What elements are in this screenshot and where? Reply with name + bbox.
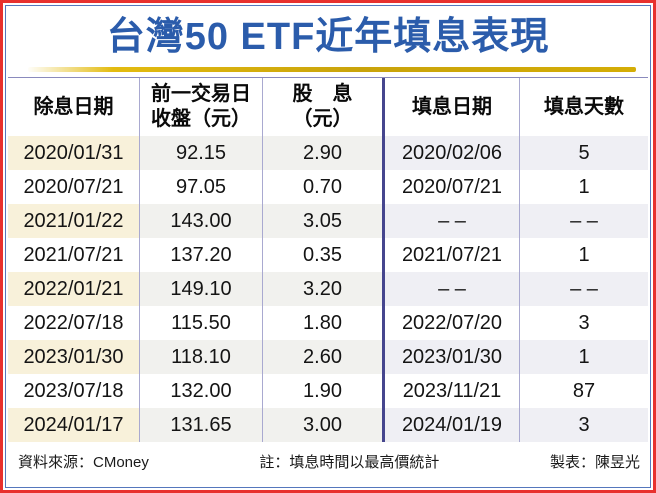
- table-cell: 137.20: [140, 238, 263, 273]
- footer-note: 註：填息時間以最高價統計: [259, 454, 440, 472]
- table-cell: 2022/07/20: [385, 306, 520, 341]
- table-cell: 2024/01/17: [8, 408, 140, 443]
- table-cell: 2020/02/06: [385, 136, 520, 171]
- table-cell: 2023/01/30: [385, 340, 520, 375]
- table-cell: 2022/01/21: [8, 272, 140, 307]
- column-header: 前一交易日 收盤（元）: [140, 78, 263, 137]
- etf-table: 除息日期 前一交易日 收盤（元）股 息 （元） 填息日期 填息天數 2020/01/31…: [8, 77, 648, 443]
- table-cell: – –: [520, 272, 648, 307]
- table-cell: 1.90: [263, 374, 385, 409]
- table-cell: 2020/07/21: [8, 170, 140, 205]
- table-cell: 2023/07/18: [8, 374, 140, 409]
- table-cell: 1.80: [263, 306, 385, 341]
- column-header: 填息日期: [385, 78, 520, 137]
- content-panel: 台灣50 ETF近年填息表現 除息日期 前一交易日 收盤（元）股 息 （元） 填息日…: [5, 5, 651, 488]
- table-cell: 131.65: [140, 408, 263, 443]
- table-cell: 1: [520, 340, 648, 375]
- table-cell: – –: [385, 272, 520, 307]
- footer: 資料來源：CMoney 註：填息時間以最高價統計 製表：陳昱光: [18, 451, 640, 472]
- table-cell: 132.00: [140, 374, 263, 409]
- table-cell: 2020/07/21: [385, 170, 520, 205]
- table-cell: 0.70: [263, 170, 385, 205]
- column-header: 除息日期: [8, 78, 140, 137]
- footer-source: 資料來源：CMoney: [18, 454, 149, 472]
- table-cell: – –: [385, 204, 520, 239]
- table-cell: 1: [520, 170, 648, 205]
- table-cell: 97.05: [140, 170, 263, 205]
- table-cell: 2024/01/19: [385, 408, 520, 443]
- table-cell: 2021/07/21: [8, 238, 140, 273]
- table-cell: 2020/01/31: [8, 136, 140, 171]
- table-cell: 87: [520, 374, 648, 409]
- table-cell: 3.00: [263, 408, 385, 443]
- table-cell: 2023/11/21: [385, 374, 520, 409]
- table-cell: 3: [520, 408, 648, 443]
- table-cell: 3.05: [263, 204, 385, 239]
- column-header: 股 息 （元）: [263, 78, 385, 137]
- table-cell: 115.50: [140, 306, 263, 341]
- table-cell: 2021/07/21: [385, 238, 520, 273]
- table-cell: – –: [520, 204, 648, 239]
- table-cell: 2023/01/30: [8, 340, 140, 375]
- column-header: 填息天數: [520, 78, 648, 137]
- table-cell: 2022/07/18: [8, 306, 140, 341]
- gold-divider: [28, 67, 636, 73]
- table-cell: 143.00: [140, 204, 263, 239]
- table-cell: 1: [520, 238, 648, 273]
- table-cell: 5: [520, 136, 648, 171]
- table-cell: 0.35: [263, 238, 385, 273]
- page-title: 台灣50 ETF近年填息表現: [106, 16, 550, 58]
- table-cell: 149.10: [140, 272, 263, 307]
- table-cell: 2.90: [263, 136, 385, 171]
- table-cell: 2.60: [263, 340, 385, 375]
- table-cell: 3: [520, 306, 648, 341]
- table-cell: 118.10: [140, 340, 263, 375]
- table-cell: 92.15: [140, 136, 263, 171]
- table-cell: 3.20: [263, 272, 385, 307]
- table-cell: 2021/01/22: [8, 204, 140, 239]
- footer-credit: 製表：陳昱光: [549, 454, 640, 472]
